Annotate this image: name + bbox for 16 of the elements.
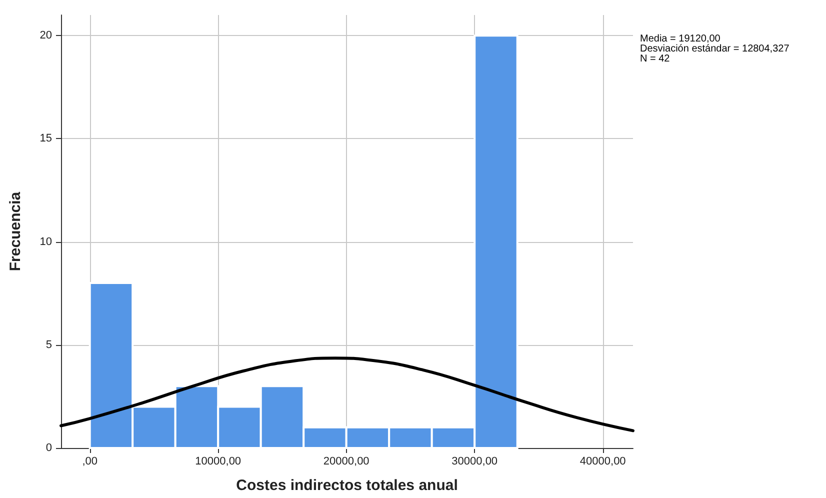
y-axis-title: Frecuencia	[7, 191, 24, 272]
x-tick-label: 10000,00	[195, 456, 242, 468]
y-tick-label: 15	[40, 132, 52, 145]
y-tick-label: 20	[40, 30, 52, 42]
x-tick-label: 30000,00	[452, 456, 498, 468]
y-tick-label: 5	[46, 338, 52, 351]
x-axis-title: Costes indirectos totales anual	[236, 477, 458, 494]
y-tick-label: 0	[46, 442, 52, 454]
text: Desviación estándar = 12804,327	[640, 44, 790, 54]
x-tick-label: 40000,00	[580, 456, 626, 468]
x-tick-label: ,00	[82, 456, 98, 468]
text: Media = 19120,00	[640, 34, 721, 44]
x-tick-label: 20000,00	[323, 456, 370, 468]
text: N = 42	[640, 54, 670, 64]
y-tick-label: 10	[40, 236, 52, 248]
line-series	[60, 356, 634, 432]
